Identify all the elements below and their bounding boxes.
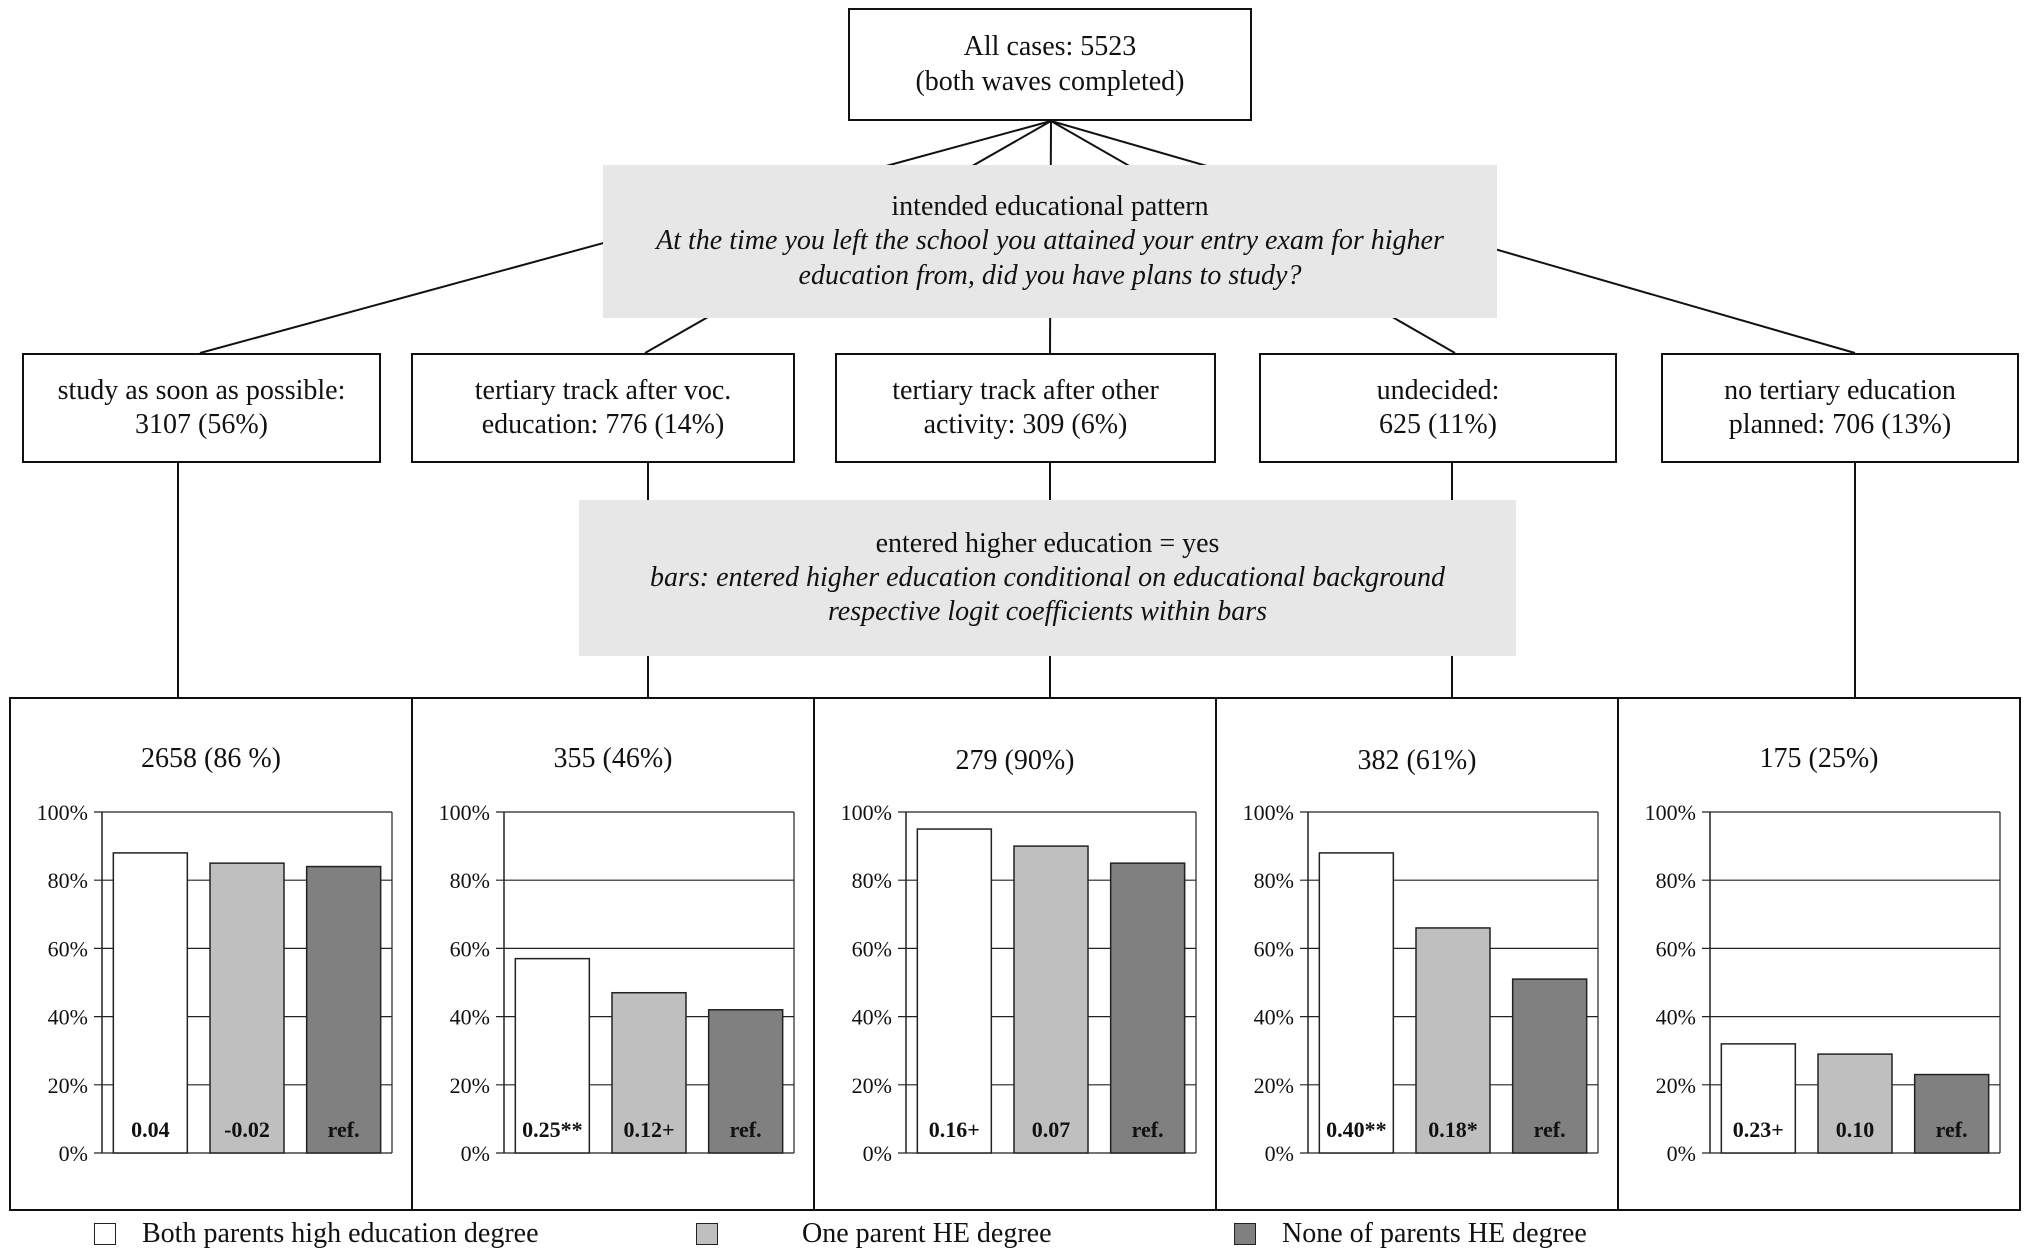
condition-node: entered higher education = yes bars: ent… [579, 500, 1516, 656]
y-tick-label: 0% [1265, 1141, 1294, 1166]
bar-coefficient-label: 0.25** [522, 1117, 583, 1142]
y-tick-label: 40% [1254, 1005, 1294, 1030]
bar-coefficient-label: 0.16+ [929, 1117, 980, 1142]
category-node-no-tertiary: no tertiary education planned: 706 (13%) [1661, 353, 2019, 463]
bar-chart: 0% 20% 40% 60% 80% 100% 0.16+ 0.07 ref. [841, 800, 1196, 1166]
panel-title-tertiary-after-voc: 355 (46%) [412, 743, 814, 775]
category-count: 3107 (56%) [135, 408, 268, 442]
panel-title-study-asap: 2658 (86 %) [10, 743, 412, 775]
y-tick-label: 60% [48, 936, 88, 961]
y-tick-label: 80% [1656, 868, 1696, 893]
category-count: activity: 309 (6%) [924, 408, 1128, 442]
category-node-study-asap: study as soon as possible: 3107 (56%) [22, 353, 381, 463]
question-node: intended educational pattern At the time… [603, 165, 1497, 318]
bar-coefficient-label: ref. [730, 1117, 762, 1142]
legend-item-both-parents: Both parents high education degree [94, 1218, 539, 1250]
category-count: education: 776 (14%) [482, 408, 725, 442]
y-tick-label: 60% [852, 936, 892, 961]
bar-coefficient-label: 0.07 [1032, 1117, 1071, 1142]
y-tick-label: 80% [48, 868, 88, 893]
legend-label: Both parents high education degree [142, 1218, 539, 1250]
question-text-line2: education from, did you have plans to st… [799, 259, 1302, 293]
y-tick-label: 80% [450, 868, 490, 893]
root-node: All cases: 5523 (both waves completed) [848, 8, 1252, 121]
bar-coefficient-label: ref. [1132, 1117, 1164, 1142]
bar-chart: 0% 20% 40% 60% 80% 100% 0.25** 0.12+ ref. [439, 800, 794, 1166]
bar [1319, 853, 1393, 1153]
y-tick-label: 100% [1645, 800, 1696, 825]
y-tick-label: 100% [37, 800, 88, 825]
legend-swatch-dark-grey [1234, 1223, 1256, 1245]
question-text-line1: At the time you left the school you atta… [656, 224, 1444, 258]
bar [1111, 863, 1185, 1153]
root-subtitle: (both waves completed) [915, 65, 1184, 99]
bar-charts: 0% 20% 40% 60% 80% 100% 0.04 -0.02 ref. 0% 20% 40% 6… [37, 800, 2000, 1166]
y-tick-label: 40% [852, 1005, 892, 1030]
y-tick-label: 100% [439, 800, 490, 825]
y-tick-label: 60% [1656, 936, 1696, 961]
category-node-tertiary-after-voc: tertiary track after voc. education: 776… [411, 353, 795, 463]
y-tick-label: 0% [1667, 1141, 1696, 1166]
bar [210, 863, 284, 1153]
panel-title-tertiary-after-other: 279 (90%) [814, 745, 1216, 777]
bar [1014, 846, 1088, 1153]
bar-chart: 0% 20% 40% 60% 80% 100% 0.40** 0.18* ref. [1243, 800, 1598, 1166]
root-total: All cases: 5523 [964, 30, 1137, 64]
category-label: tertiary track after voc. [475, 374, 732, 408]
bar-chart: 0% 20% 40% 60% 80% 100% 0.23+ 0.10 ref. [1645, 800, 2000, 1166]
legend-label: One parent HE degree [802, 1218, 1052, 1250]
bar-coefficient-label: 0.18* [1428, 1117, 1478, 1142]
bar-coefficient-label: ref. [1936, 1117, 1968, 1142]
category-label: study as soon as possible: [58, 374, 346, 408]
question-title: intended educational pattern [891, 190, 1208, 224]
condition-text-line1: bars: entered higher education condition… [650, 561, 1445, 595]
bar-coefficient-label: 0.12+ [623, 1117, 674, 1142]
y-tick-label: 80% [852, 868, 892, 893]
bar [113, 853, 187, 1153]
bar-coefficient-label: 0.23+ [1733, 1117, 1784, 1142]
legend-item-one-parent: One parent HE degree [696, 1218, 1052, 1250]
panel-title-no-tertiary: 175 (25%) [1618, 743, 2020, 775]
y-tick-label: 40% [1656, 1005, 1696, 1030]
bar-coefficient-label: -0.02 [224, 1117, 270, 1142]
bar-coefficient-label: 0.04 [131, 1117, 170, 1142]
y-tick-label: 40% [450, 1005, 490, 1030]
legend-swatch-white [94, 1223, 116, 1245]
y-tick-label: 0% [59, 1141, 88, 1166]
category-label: no tertiary education [1724, 374, 1956, 408]
category-label: tertiary track after other [892, 374, 1159, 408]
bar-coefficient-label: 0.40** [1326, 1117, 1387, 1142]
y-tick-label: 60% [1254, 936, 1294, 961]
y-tick-label: 60% [450, 936, 490, 961]
bar-coefficient-label: ref. [1534, 1117, 1566, 1142]
panel-title-undecided: 382 (61%) [1216, 745, 1618, 777]
bar-coefficient-label: 0.10 [1836, 1117, 1875, 1142]
bar-coefficient-label: ref. [328, 1117, 360, 1142]
y-tick-label: 100% [841, 800, 892, 825]
bar [917, 829, 991, 1153]
legend-swatch-light-grey [696, 1223, 718, 1245]
category-node-undecided: undecided: 625 (11%) [1259, 353, 1617, 463]
y-tick-label: 20% [1254, 1073, 1294, 1098]
category-count: planned: 706 (13%) [1729, 408, 1951, 442]
bar [307, 867, 381, 1153]
condition-title: entered higher education = yes [876, 527, 1220, 561]
y-tick-label: 100% [1243, 800, 1294, 825]
category-count: 625 (11%) [1379, 408, 1497, 442]
y-tick-label: 20% [48, 1073, 88, 1098]
legend-label: None of parents HE degree [1282, 1218, 1587, 1250]
y-tick-label: 20% [1656, 1073, 1696, 1098]
condition-text-line2: respective logit coefficients within bar… [828, 595, 1267, 629]
category-label: undecided: [1377, 374, 1500, 408]
y-tick-label: 80% [1254, 868, 1294, 893]
y-tick-label: 0% [863, 1141, 892, 1166]
y-tick-label: 20% [450, 1073, 490, 1098]
bar-chart: 0% 20% 40% 60% 80% 100% 0.04 -0.02 ref. [37, 800, 392, 1166]
y-tick-label: 0% [461, 1141, 490, 1166]
legend-item-none-parents: None of parents HE degree [1234, 1218, 1587, 1250]
category-node-tertiary-after-other: tertiary track after other activity: 309… [835, 353, 1216, 463]
y-tick-label: 40% [48, 1005, 88, 1030]
y-tick-label: 20% [852, 1073, 892, 1098]
